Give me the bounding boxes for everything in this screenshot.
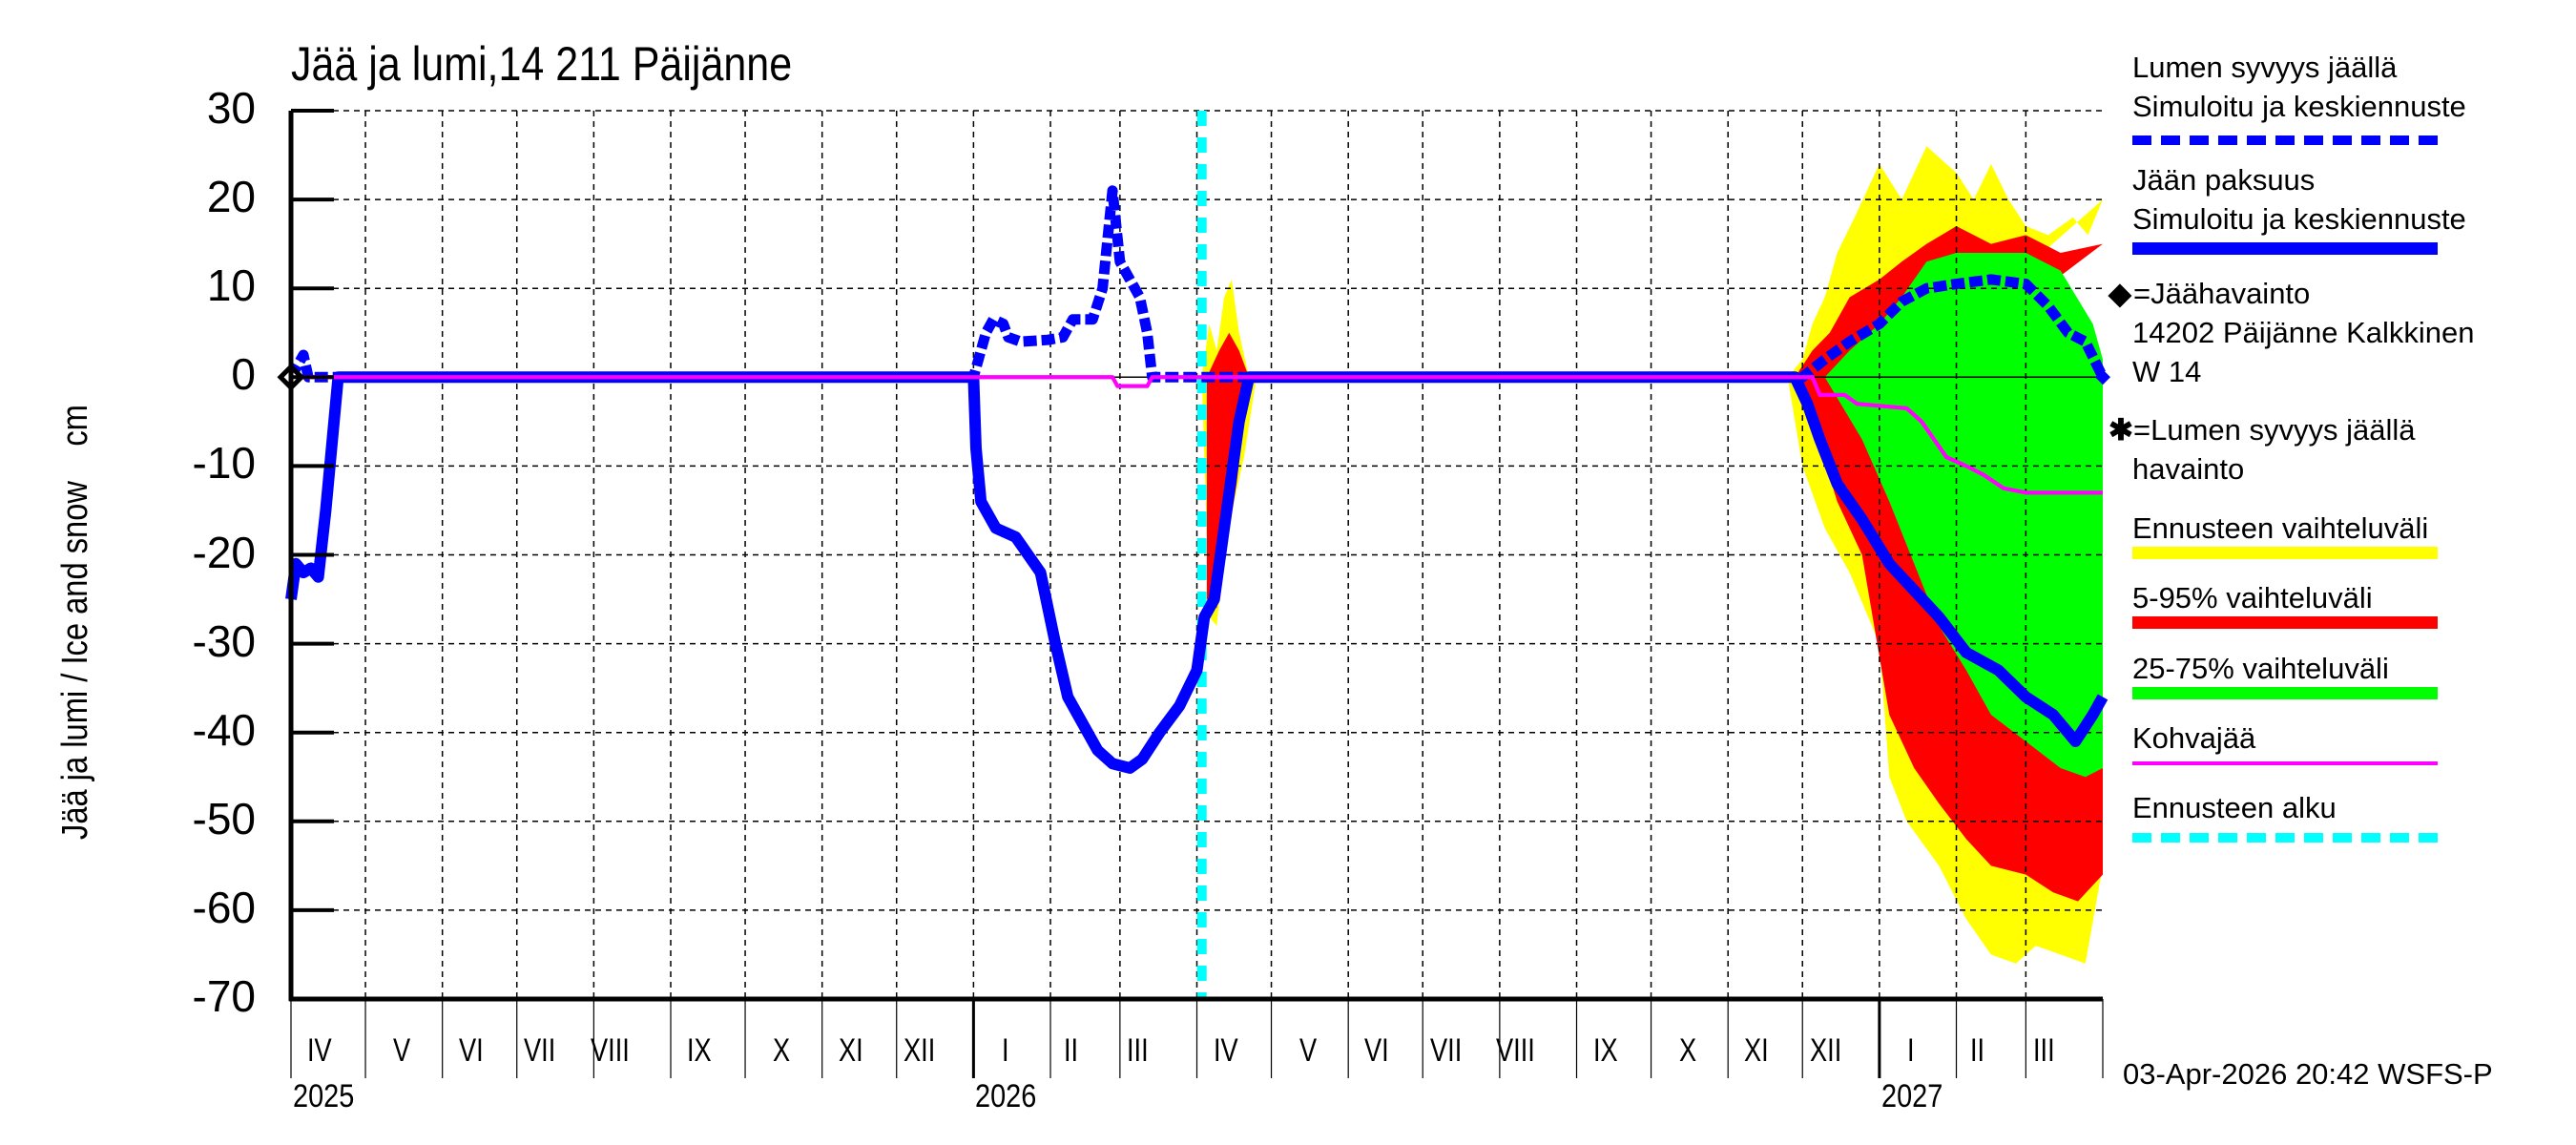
y-tick-label: -20 xyxy=(192,527,256,577)
x-month-label: X xyxy=(1678,1032,1697,1069)
band-area xyxy=(1824,252,2103,778)
legend-forecast-start-swatch xyxy=(2132,833,2438,843)
legend-range-swatch xyxy=(2132,547,2438,559)
legend-forecast-start-label: Ennusteen alku xyxy=(2132,791,2337,824)
forecast-bands xyxy=(1201,146,2103,964)
x-month-label: XI xyxy=(838,1032,863,1069)
legend-25-75-label: 25-75% vaihteluväli xyxy=(2132,652,2389,685)
y-tick-label: -40 xyxy=(192,704,256,755)
x-month-label: VII xyxy=(524,1032,556,1069)
legend-25-75-swatch xyxy=(2132,687,2438,699)
legend-ice-sub: Simuloitu ja keskiennuste xyxy=(2132,202,2466,236)
x-year-label: 2027 xyxy=(1880,1078,1943,1114)
timestamp: 03-Apr-2026 20:42 WSFS-P xyxy=(2123,1057,2493,1091)
asterisk-icon: ✱ xyxy=(2109,413,2133,447)
legend-slush-label: Kohvajää xyxy=(2132,721,2256,755)
legend-ice-obs-station: 14202 Päijänne Kalkkinen xyxy=(2132,316,2475,349)
x-month-label: V xyxy=(1298,1032,1318,1069)
legend-slush-swatch xyxy=(2132,761,2438,765)
legend-snow-obs: ✱=Lumen syvyys jäällä xyxy=(2109,413,2416,447)
x-month-label: IV xyxy=(1213,1032,1238,1069)
x-month-label: X xyxy=(773,1032,791,1069)
x-month-label: I xyxy=(1001,1032,1009,1069)
snow-depth-line xyxy=(286,185,2108,383)
grid xyxy=(291,110,2103,999)
x-month-label: VI xyxy=(1364,1032,1389,1069)
legend-snow-obs-sub: havainto xyxy=(2132,452,2245,486)
y-tick-label: -30 xyxy=(192,615,256,666)
legend-5-95-label: 5-95% vaihteluväli xyxy=(2132,581,2373,614)
x-month-label: VI xyxy=(458,1032,484,1069)
x-month-label: XII xyxy=(904,1032,936,1069)
axes xyxy=(288,109,2104,1078)
y-tick-label: -70 xyxy=(192,971,256,1021)
x-month-label: IX xyxy=(687,1032,712,1069)
legend-ice-obs-station-code: W 14 xyxy=(2132,355,2202,388)
x-year-label: 2026 xyxy=(975,1078,1037,1114)
x-month-label: IV xyxy=(307,1032,332,1069)
legend-ice-label: Jään paksuus xyxy=(2132,163,2316,197)
chart-title: Jää ja lumi,14 211 Päijänne xyxy=(291,37,793,91)
legend-range-label: Ennusteen vaihteluväli xyxy=(2132,511,2429,545)
x-month-label: VIII xyxy=(590,1032,630,1069)
x-month-label: V xyxy=(393,1032,411,1069)
y-tick-label: 0 xyxy=(231,349,256,400)
legend-5-95-swatch xyxy=(2132,616,2438,629)
x-month-label: VIII xyxy=(1496,1032,1536,1069)
x-month-label: XII xyxy=(1809,1032,1841,1069)
x-year-label: 2025 xyxy=(293,1078,355,1114)
legend-snow-swatch xyxy=(2132,135,2438,145)
x-month-label: III xyxy=(1127,1032,1149,1069)
x-month-label: II xyxy=(1969,1032,1985,1069)
x-month-label: III xyxy=(2032,1032,2055,1069)
y-tick-label: -60 xyxy=(192,882,256,932)
y-tick-label: 20 xyxy=(206,172,256,222)
x-month-label: IX xyxy=(1592,1032,1618,1069)
y-tick-label: -50 xyxy=(192,793,256,843)
x-month-label: I xyxy=(1907,1032,1915,1069)
x-month-label: XI xyxy=(1744,1032,1769,1069)
y-tick-label: 10 xyxy=(206,260,256,311)
diamond-icon: ◆ xyxy=(2109,277,2131,310)
y-tick-label: 30 xyxy=(206,83,256,133)
legend-snow-sub: Simuloitu ja keskiennuste xyxy=(2132,90,2466,123)
legend-ice-swatch xyxy=(2132,242,2438,255)
y-tick-label: -10 xyxy=(192,438,256,489)
y-axis-label: Jää ja lumi / Ice and snow cm xyxy=(55,405,95,840)
legend-ice-obs: ◆=Jäähavainto xyxy=(2109,277,2311,310)
x-month-label: VII xyxy=(1429,1032,1462,1069)
legend-snow-label: Lumen syvyys jäällä xyxy=(2132,51,2398,84)
x-month-label: II xyxy=(1064,1032,1079,1069)
